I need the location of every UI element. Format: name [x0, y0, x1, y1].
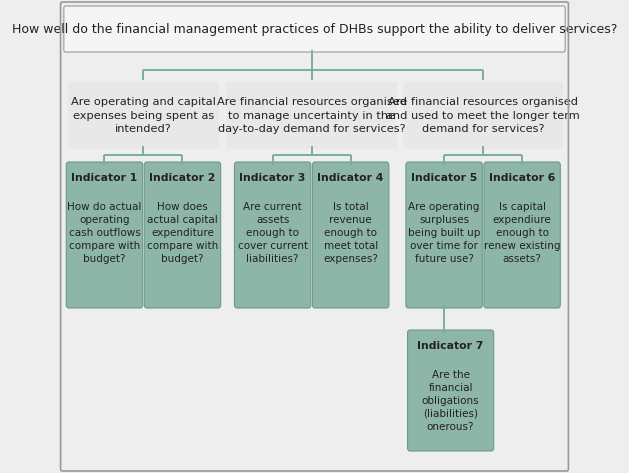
FancyBboxPatch shape	[313, 162, 389, 308]
Text: How well do the financial management practices of DHBs support the ability to de: How well do the financial management pra…	[12, 23, 617, 35]
Text: Are operating
surpluses
being built up
over time for
future use?: Are operating surpluses being built up o…	[408, 202, 481, 263]
Text: Indicator 4: Indicator 4	[318, 173, 384, 183]
Text: Indicator 3: Indicator 3	[240, 173, 306, 183]
Text: Are current
assets
enough to
cover current
liabilities?: Are current assets enough to cover curre…	[238, 202, 308, 263]
FancyBboxPatch shape	[66, 162, 143, 308]
Text: How does
actual capital
expenditure
compare with
budget?: How does actual capital expenditure comp…	[147, 202, 218, 263]
Text: Indicator 1: Indicator 1	[71, 173, 138, 183]
Text: Are financial resources organised
and used to meet the longer term
demand for se: Are financial resources organised and us…	[386, 97, 580, 134]
FancyBboxPatch shape	[408, 330, 494, 451]
Text: Are financial resources organised
to manage uncertainty in the
day-to-day demand: Are financial resources organised to man…	[216, 97, 407, 134]
Text: Is capital
expendiure
enough to
renew existing
assets?: Is capital expendiure enough to renew ex…	[484, 202, 560, 263]
FancyBboxPatch shape	[144, 162, 221, 308]
FancyBboxPatch shape	[226, 82, 397, 149]
Text: Indicator 5: Indicator 5	[411, 173, 477, 183]
FancyBboxPatch shape	[64, 6, 565, 52]
Text: Is total
revenue
enough to
meet total
expenses?: Is total revenue enough to meet total ex…	[323, 202, 378, 263]
Text: Are the
financial
obligations
(liabilities)
onerous?: Are the financial obligations (liabiliti…	[422, 370, 479, 431]
Text: Indicator 6: Indicator 6	[489, 173, 555, 183]
FancyBboxPatch shape	[406, 162, 482, 308]
Text: Are operating and capital
expenses being spent as
intended?: Are operating and capital expenses being…	[71, 97, 216, 134]
FancyBboxPatch shape	[235, 162, 311, 308]
FancyBboxPatch shape	[68, 82, 219, 149]
Text: How do actual
operating
cash outflows
compare with
budget?: How do actual operating cash outflows co…	[67, 202, 142, 263]
Text: Indicator 7: Indicator 7	[418, 341, 484, 351]
FancyBboxPatch shape	[403, 82, 563, 149]
Text: Indicator 2: Indicator 2	[149, 173, 216, 183]
FancyBboxPatch shape	[484, 162, 560, 308]
